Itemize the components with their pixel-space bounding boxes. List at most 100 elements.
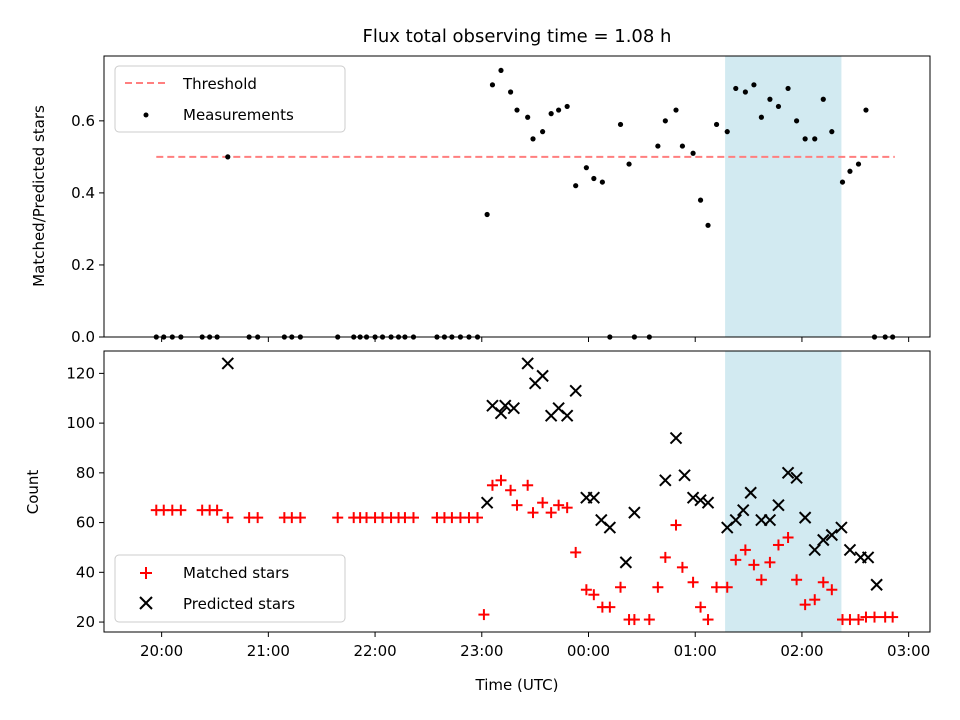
predicted-star-point: [817, 533, 830, 547]
matched-star-point: [764, 556, 776, 568]
x-tick-label: 23:00: [460, 642, 503, 660]
predicted-star-point: [694, 493, 707, 507]
matched-star-point: [486, 479, 498, 491]
matched-star-point: [407, 512, 419, 524]
measurement-point: [489, 82, 496, 88]
measurement-point: [507, 89, 514, 95]
measurement-point: [697, 197, 704, 203]
measurement-point: [742, 89, 748, 95]
measurement-point: [690, 150, 696, 156]
predicted-star-point: [772, 498, 785, 512]
count-y-ticks: 20 40 60 80 100 120: [66, 364, 104, 631]
predicted-star-point: [521, 357, 534, 370]
predicted-star-point: [744, 486, 757, 499]
count-legend: Matched stars Predicted stars: [114, 554, 346, 623]
measurement-point: [705, 222, 711, 228]
predicted-legend-swatch: [139, 596, 153, 610]
matched-star-point: [748, 559, 760, 571]
measurement-point: [820, 96, 826, 102]
matched-star-point: [545, 507, 557, 519]
ratio-x-ticks: [161, 337, 910, 342]
measurement-point: [785, 85, 791, 92]
matched-stars-series: [150, 474, 899, 626]
measurement-point: [225, 154, 231, 160]
matched-star-point: [472, 512, 484, 524]
measurement-point: [655, 143, 661, 149]
measurement-point: [673, 107, 679, 113]
y-tick-label: 40: [76, 563, 95, 581]
measurement-point: [775, 103, 782, 110]
matched-star-point: [826, 584, 838, 596]
x-tick-label: 00:00: [567, 642, 610, 660]
matched-star-point: [211, 504, 223, 516]
measurement-point: [733, 85, 739, 92]
predicted-star-point: [790, 471, 803, 485]
measurement-point: [855, 161, 862, 167]
measurement-point: [679, 143, 686, 149]
measurement-point: [599, 179, 605, 185]
y-tick-label: 120: [66, 364, 95, 382]
predicted-star-point: [507, 401, 521, 415]
measurement-point: [530, 136, 536, 142]
count-panel: 20:00 21:00 22:00 23:00 00:00 01:00 02:00 03:00…: [24, 350, 931, 694]
predicted-star-point: [560, 409, 574, 422]
measurement-point: [863, 107, 869, 113]
threshold-legend-label: Threshold: [182, 75, 257, 93]
matched-star-point: [852, 614, 864, 626]
matched-star-point: [615, 581, 627, 593]
predicted-star-point: [494, 406, 508, 420]
predicted-star-point: [686, 491, 700, 504]
predicted-star-point: [870, 578, 883, 591]
ratio-axes-frame: [103, 55, 931, 338]
predicted-star-point: [825, 528, 839, 542]
count-y-axis-label: Count: [24, 470, 42, 515]
matched-star-point: [604, 601, 616, 613]
matched-star-point: [687, 576, 699, 588]
matched-star-point: [561, 502, 573, 514]
measurement-point: [514, 107, 520, 113]
matched-star-point: [252, 512, 264, 524]
predicted-legend-label: Predicted stars: [183, 595, 295, 613]
y-tick-label: 0.0: [71, 328, 95, 346]
measurements-series: [153, 67, 896, 340]
matched-star-point: [537, 497, 549, 509]
measurement-point: [484, 211, 490, 218]
predicted-star-point: [808, 543, 821, 557]
measurement-point: [713, 121, 720, 128]
matched-legend-swatch: [140, 567, 152, 579]
matched-star-point: [175, 504, 187, 516]
matched-star-point: [588, 589, 600, 601]
y-tick-label: 60: [76, 514, 95, 532]
predicted-star-point: [861, 551, 875, 564]
predicted-star-point: [569, 384, 582, 397]
matched-star-point: [869, 611, 881, 623]
matched-star-point: [527, 507, 539, 519]
matched-legend-label: Matched stars: [183, 564, 289, 582]
measurement-point: [751, 82, 757, 88]
measurement-point: [839, 179, 846, 185]
ratio-y-ticks: 0.0 0.2 0.4 0.6: [71, 112, 104, 346]
matched-star-point: [702, 614, 714, 626]
measurement-point: [583, 165, 589, 171]
predicted-star-point: [536, 369, 549, 383]
ratio-panel: 0.0 0.2 0.4 0.6 Matched/Predicted stars Thr…: [30, 55, 931, 346]
observing-window-highlight: [725, 56, 842, 337]
matched-star-point: [505, 484, 517, 496]
predicted-star-point: [701, 496, 715, 509]
measurement-point: [540, 129, 546, 135]
matched-star-point: [711, 581, 723, 593]
measurement-point: [794, 118, 800, 124]
matched-star-point: [222, 512, 234, 524]
measurement-point: [498, 67, 504, 74]
matched-star-point: [511, 499, 523, 511]
ratio-y-axis-label: Matched/Predicted stars: [30, 105, 48, 287]
observing-window-highlight-count: [725, 351, 842, 632]
measurement-point: [617, 121, 624, 128]
y-tick-label: 80: [76, 464, 95, 482]
predicted-star-point: [843, 543, 857, 557]
matched-star-point: [643, 614, 655, 626]
count-axes-frame: [103, 350, 931, 633]
predicted-star-point: [763, 513, 777, 527]
matched-star-point: [817, 576, 829, 588]
predicted-star-point: [619, 556, 633, 569]
